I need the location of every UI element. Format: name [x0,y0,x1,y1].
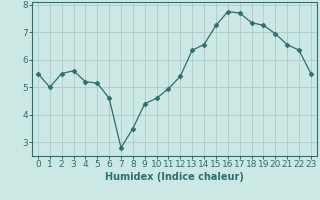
X-axis label: Humidex (Indice chaleur): Humidex (Indice chaleur) [105,172,244,182]
